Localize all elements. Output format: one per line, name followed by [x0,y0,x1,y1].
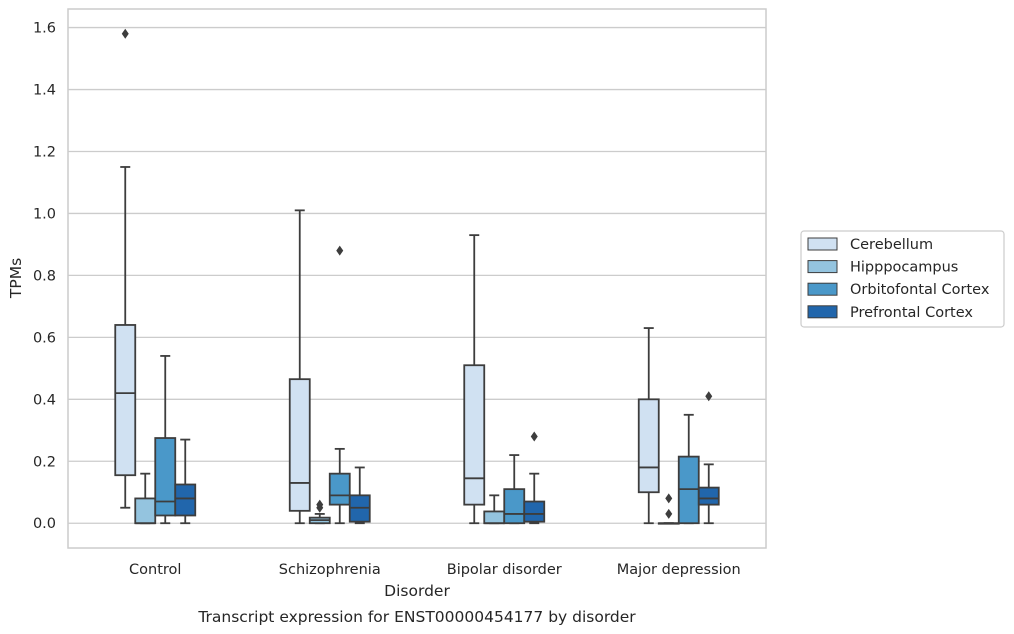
x-tick-labels: Control Schizophrenia Bipolar disorder Majo… [129,562,741,578]
iqr-box [134,497,157,525]
iqr-box [174,483,197,517]
legend-label: Cerebellum [850,237,933,253]
x-tick-label: Bipolar disorder [447,562,562,578]
iqr-box [503,488,526,525]
y-tick-label: 1.4 [33,83,56,99]
y-tick-label: 0.6 [33,330,56,346]
x-axis-label: Disorder [384,582,450,600]
box-hipppocampus [657,493,680,525]
box-cerebellum [288,209,311,525]
plot-area [114,28,720,525]
outlier-point [665,508,673,519]
iqr-box [154,437,177,517]
box-cerebellum [637,327,660,525]
box-orbitofontal-cortex [503,454,526,525]
legend-label: Orbitofontal Cortex [850,282,990,298]
iqr-box [288,378,311,512]
iqr-box [523,500,546,523]
legend-swatch [807,282,838,296]
box-prefrontal-cortex [348,466,371,525]
iqr-box [697,486,720,506]
box-hipppocampus [134,472,157,525]
outlier-point [530,431,538,442]
box-orbitofontal-cortex [328,245,351,525]
box-cerebellum [463,234,486,525]
legend-swatch [807,260,838,274]
legend-frame [800,230,1005,328]
box-prefrontal-cortex [174,438,197,525]
plot-frame [67,8,767,549]
outlier-point [705,391,713,402]
x-tick-label: Schizophrenia [279,562,381,578]
outlier-point [665,493,673,504]
y-tick-label: 0.0 [33,516,56,532]
box-prefrontal-cortex [523,431,546,525]
y-tick-labels: 0.0 0.2 0.4 0.6 0.8 1.0 1.2 1.4 1.6 [33,21,56,533]
chart-caption: Transcript expression for ENST0000045417… [197,608,636,626]
legend-label: Hipppocampus [850,260,958,276]
y-tick-label: 0.8 [33,268,56,284]
box-orbitofontal-cortex [154,355,177,525]
box-cerebellum [114,28,137,509]
iqr-box [637,398,660,494]
legend-swatch [807,305,838,319]
legend: Cerebellum Hipppocampus Orbitofontal Corte… [800,230,1005,328]
outlier-point [121,28,129,39]
y-tick-label: 1.6 [33,21,56,37]
box-orbitofontal-cortex [677,413,700,525]
outlier-point [316,499,324,510]
iqr-box [483,510,506,525]
y-tick-label: 0.2 [33,454,56,470]
outlier-point [336,245,344,256]
y-tick-label: 0.4 [33,392,56,408]
y-tick-label: 1.2 [33,144,56,160]
y-tick-label: 1.0 [33,206,56,222]
iqr-box [328,472,351,506]
legend-label: Prefrontal Cortex [850,305,973,321]
y-axis-label: TPMs [7,258,25,299]
legend-swatch [807,237,838,251]
box-hipppocampus [308,499,331,525]
iqr-box [463,364,486,506]
iqr-box [114,324,137,477]
box-prefrontal-cortex [697,391,720,525]
gridlines [68,26,766,524]
box-hipppocampus [483,494,506,525]
x-tick-label: Major depression [617,562,741,578]
x-tick-label: Control [129,562,181,578]
